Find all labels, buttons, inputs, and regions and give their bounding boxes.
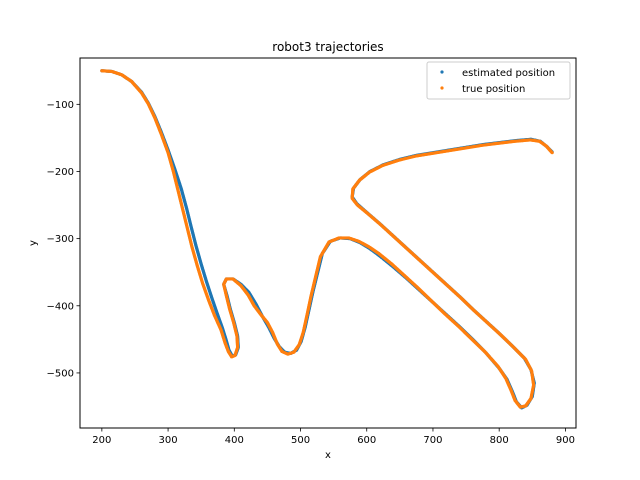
plot-area (79, 57, 577, 429)
y-tick-label: −400 (47, 301, 74, 312)
point-true-position (550, 151, 554, 155)
legend-label-true: true position (462, 84, 525, 95)
x-tick-label: 700 (423, 435, 442, 446)
legend-marker-estimated (440, 70, 444, 74)
y-axis-ticks: −100 −200 −300 −400 −500 (47, 100, 80, 379)
chart-title: robot3 trajectories (272, 40, 383, 54)
y-tick-label: −500 (47, 368, 74, 379)
x-tick-label: 400 (225, 435, 244, 446)
y-tick-label: −100 (47, 100, 74, 111)
y-tick-label: −300 (47, 234, 74, 245)
x-tick-label: 800 (490, 435, 509, 446)
x-tick-label: 600 (357, 435, 376, 446)
x-axis-ticks: 200 300 400 500 600 700 800 900 (92, 428, 575, 446)
legend: estimated position true position (426, 61, 571, 100)
legend-box (426, 61, 571, 100)
legend-label-estimated: estimated position (462, 68, 555, 79)
y-axis-label: y (28, 240, 39, 246)
x-tick-label: 500 (291, 435, 310, 446)
series-layer (100, 69, 554, 410)
axes-frame (79, 57, 577, 429)
x-tick-label: 900 (556, 435, 575, 446)
series-true-position (100, 69, 554, 409)
y-tick-label: −200 (47, 167, 74, 178)
x-tick-label: 300 (159, 435, 178, 446)
x-tick-label: 200 (92, 435, 111, 446)
x-axis-label: x (325, 450, 331, 461)
legend-marker-true (440, 86, 444, 90)
